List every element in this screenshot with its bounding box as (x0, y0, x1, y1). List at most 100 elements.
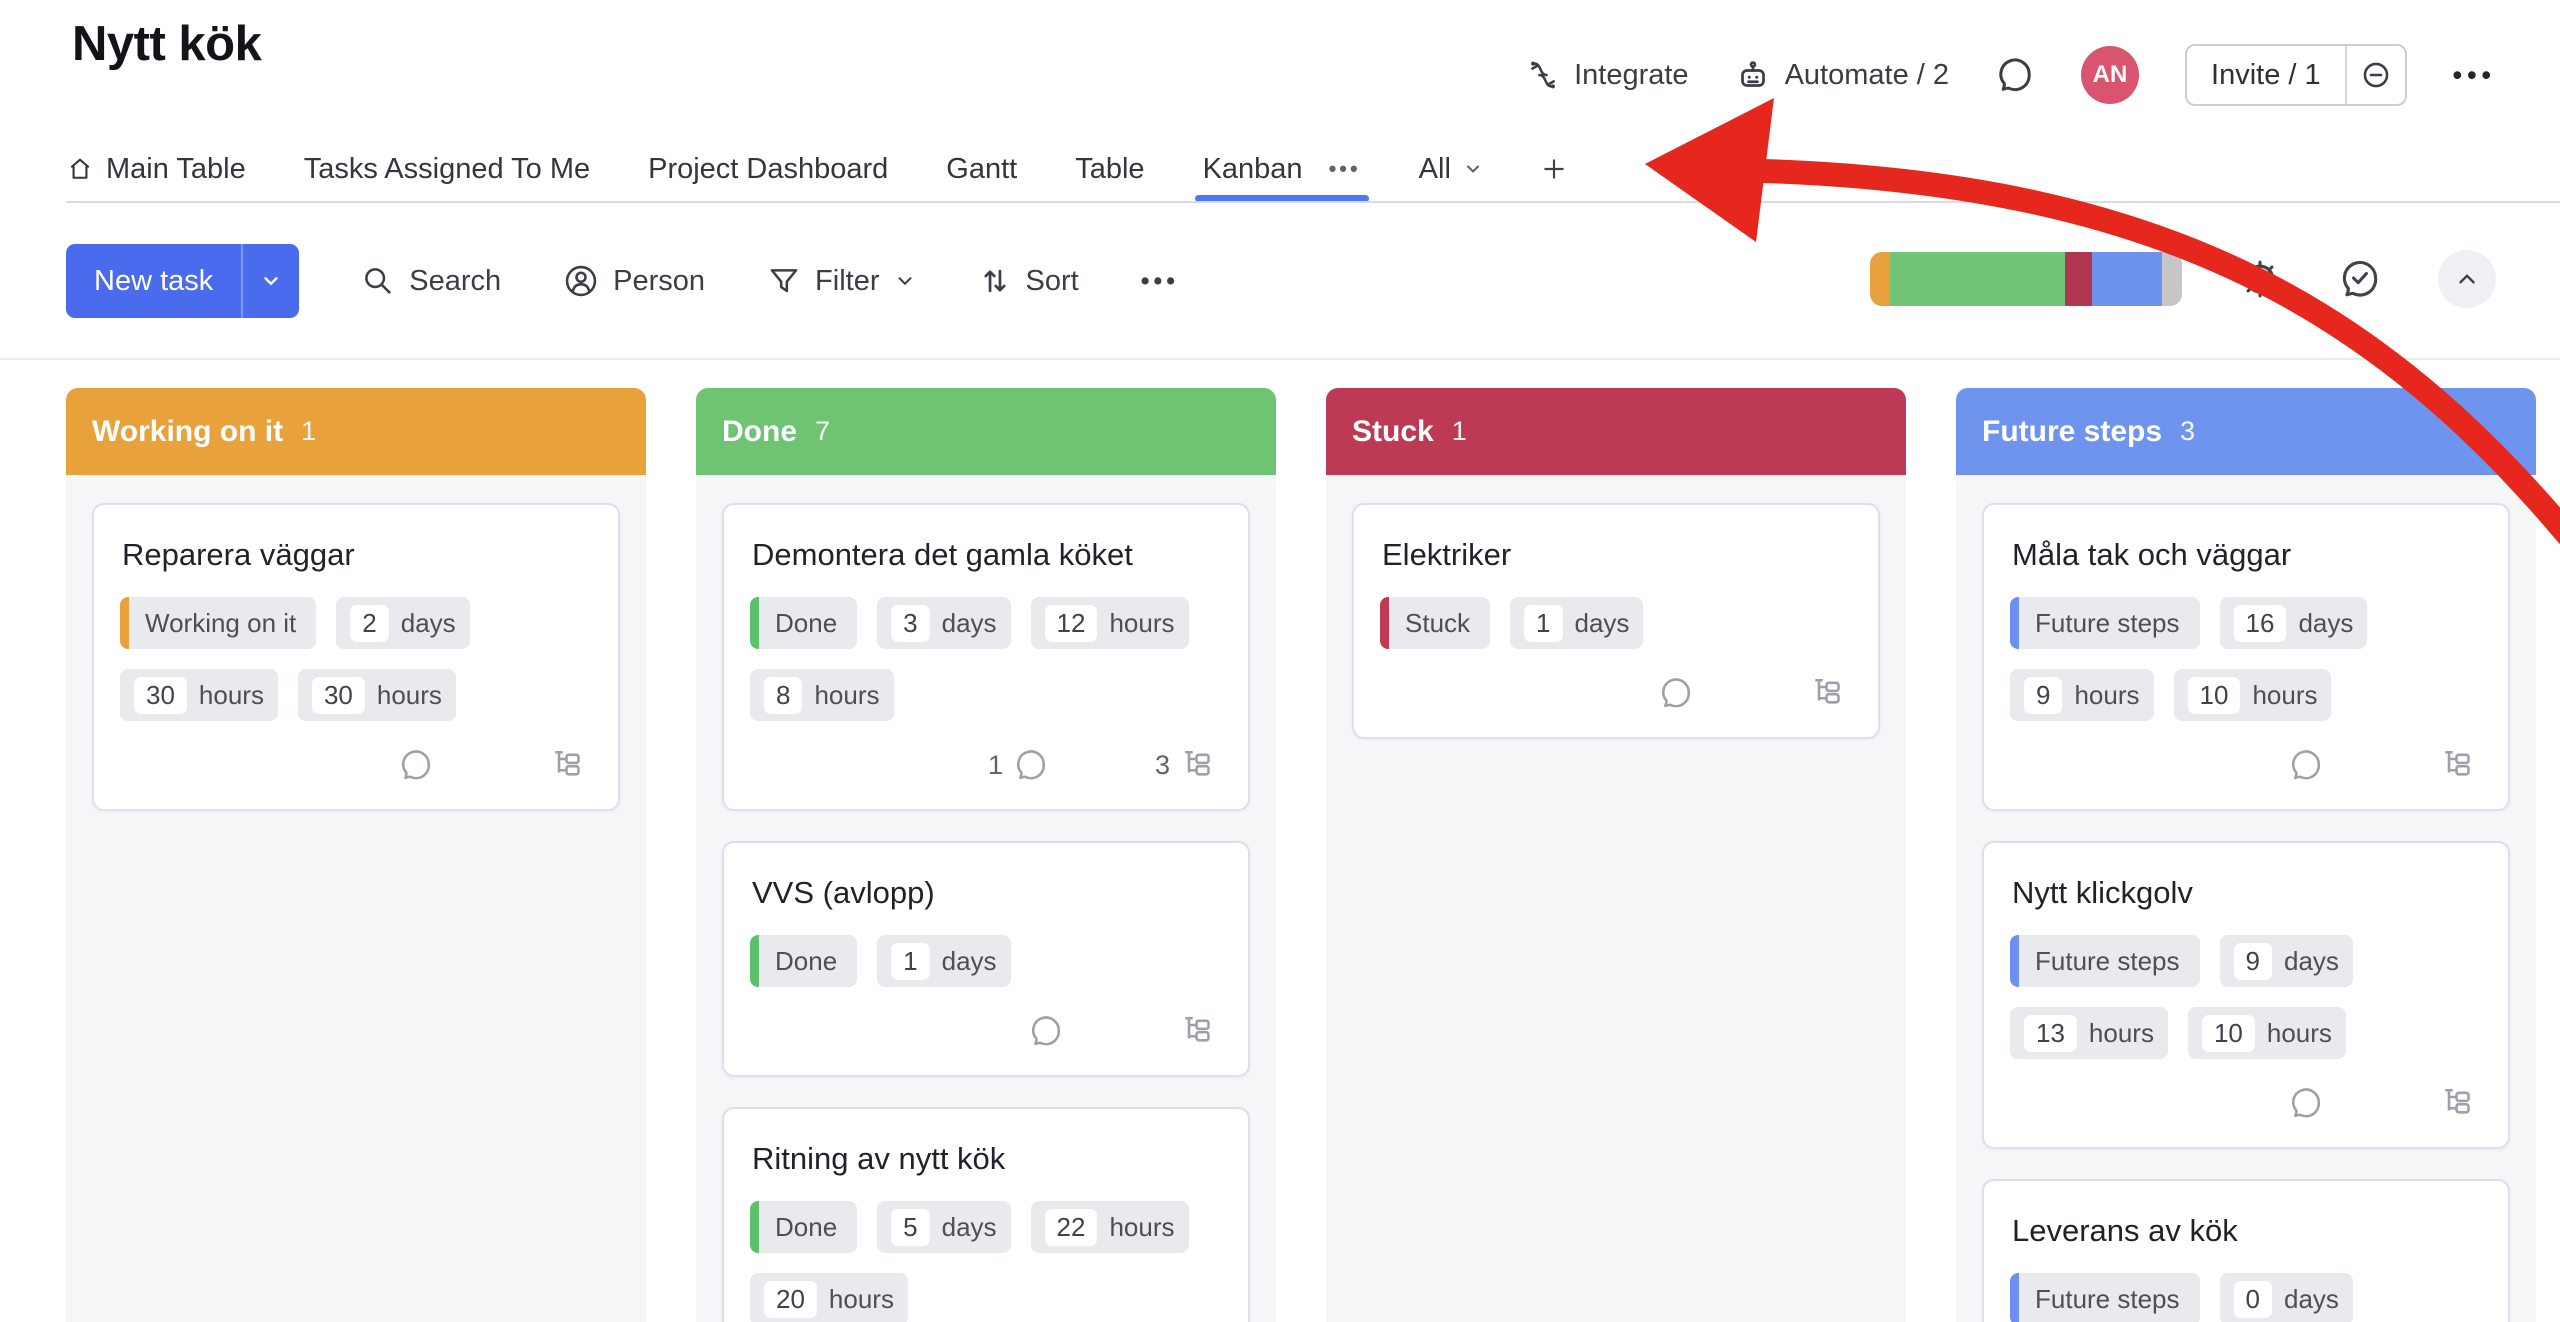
card-comments-button[interactable] (2278, 747, 2324, 783)
value-chip[interactable]: 8 hours (750, 669, 894, 721)
settings-gear-icon[interactable] (2238, 257, 2282, 301)
chat-bubble-icon[interactable] (1995, 55, 2035, 95)
active-tab-group: Kanban ••• (1194, 138, 1369, 202)
integrate-button[interactable]: Integrate (1526, 58, 1689, 92)
subitems-tree-icon (1815, 678, 1840, 704)
tab-kanban[interactable]: Kanban (1203, 138, 1303, 200)
value-chip[interactable]: 10 hours (2187, 1007, 2346, 1059)
tab-all-views[interactable]: All (1419, 138, 1483, 200)
search-button[interactable]: Search (361, 264, 501, 298)
value-chip[interactable]: 1 days (1510, 597, 1644, 649)
card-title: Demontera det gamla köket (752, 537, 1133, 572)
add-view-icon[interactable] (1541, 156, 1567, 182)
board-menu-button[interactable]: ••• (2452, 59, 2496, 90)
status-chip[interactable]: Done (750, 935, 858, 987)
active-tab-underline (1194, 195, 1369, 202)
person-filter-button[interactable]: Person (563, 263, 705, 299)
card-subitems-button[interactable] (540, 747, 586, 783)
kanban-card[interactable]: Reparera väggar Working on it 2 days 30 … (92, 503, 620, 811)
card-comments-button[interactable]: 1 (988, 747, 1049, 783)
status-chip[interactable]: Done (750, 597, 858, 649)
chevron-down-icon (1466, 165, 1479, 173)
value-chip[interactable]: 9 hours (2010, 669, 2154, 721)
kanban-card[interactable]: Demontera det gamla köket Done 3 days 12… (722, 503, 1250, 811)
status-chip[interactable]: Working on it (120, 597, 317, 649)
card-comments-button[interactable] (1648, 675, 1694, 711)
value-chip[interactable]: 22 hours (1030, 1201, 1189, 1253)
status-chip[interactable]: Future steps (2010, 597, 2200, 649)
kanban-card[interactable]: VVS (avlopp) Done 1 days (722, 841, 1250, 1077)
value-chip[interactable]: 3 days (877, 597, 1011, 649)
chip-rows: Future steps 0 days (2010, 1273, 2482, 1322)
collapse-header-button[interactable] (2438, 250, 2496, 308)
card-subitems-button[interactable] (2430, 1085, 2476, 1121)
card-footer (750, 1013, 1222, 1049)
tab-project-dashboard[interactable]: Project Dashboard (648, 138, 888, 200)
status-chip[interactable]: Done (750, 1201, 858, 1253)
value-chip[interactable]: 10 hours (2173, 669, 2332, 721)
column-count: 1 (1451, 416, 1467, 446)
column-header[interactable]: Future steps 3 (1956, 388, 2536, 475)
card-comments-button[interactable] (1018, 1013, 1064, 1049)
kanban-card[interactable]: Leverans av kök Future steps 0 days (1982, 1179, 2510, 1322)
column-count: 1 (301, 416, 317, 446)
value-chip[interactable]: 12 hours (1030, 597, 1189, 649)
feedback-check-icon[interactable] (2338, 257, 2382, 301)
status-label: Done (775, 607, 838, 638)
invite-link-section[interactable] (2347, 46, 2405, 104)
card-title: VVS (avlopp) (752, 875, 935, 910)
kanban-card[interactable]: Nytt klickgolv Future steps 9 days 13 ho… (1982, 841, 2510, 1149)
chip-number: 10 (2201, 1014, 2255, 1052)
card-comments-button[interactable] (2278, 1085, 2324, 1121)
status-chip[interactable]: Future steps (2010, 935, 2200, 987)
invite-button[interactable]: Invite / 1 (2185, 44, 2407, 106)
new-task-button[interactable]: New task (66, 244, 300, 318)
status-chip[interactable]: Stuck (1380, 597, 1491, 649)
chip-number: 30 (311, 676, 365, 714)
kanban-card[interactable]: Ritning av nytt kök Done 5 days 22 hours… (722, 1107, 1250, 1322)
avatar[interactable]: AN (2081, 46, 2140, 104)
column-header[interactable]: Working on it 1 (66, 388, 646, 475)
card-subitems-button[interactable]: 3 (1155, 747, 1216, 783)
kanban-card[interactable]: Måla tak och väggar Future steps 16 days… (1982, 503, 2510, 811)
card-comments-button[interactable] (388, 747, 434, 783)
column-header[interactable]: Done 7 (696, 388, 1276, 475)
sort-button[interactable]: Sort (978, 264, 1079, 298)
progress-segment (1870, 252, 1891, 306)
value-chip[interactable]: 9 days (2219, 935, 2353, 987)
value-chip[interactable]: 16 days (2219, 597, 2368, 649)
value-chip[interactable]: 1 days (877, 935, 1011, 987)
value-chip[interactable]: 20 hours (750, 1273, 908, 1322)
toolbar-more-button[interactable]: ••• (1140, 266, 1179, 295)
value-chip[interactable]: 30 hours (120, 669, 278, 721)
value-chip[interactable]: 30 hours (297, 669, 456, 721)
automate-label: Automate / 2 (1784, 58, 1950, 91)
filter-button[interactable]: Filter (767, 264, 915, 298)
chip-number: 10 (2187, 676, 2241, 714)
automate-button[interactable]: Automate / 2 (1735, 57, 1949, 93)
card-subitems-button[interactable] (1800, 675, 1846, 711)
comment-bubble-icon (2291, 750, 2321, 780)
status-chip[interactable]: Future steps (2010, 1273, 2200, 1322)
chip-row: Done 3 days 12 hours (750, 597, 1222, 649)
new-task-label[interactable]: New task (66, 244, 242, 318)
comment-bubble-icon (2291, 1088, 2321, 1118)
chip-row: Future steps 9 days (2010, 935, 2482, 987)
tab-main-table[interactable]: Main Table (66, 138, 246, 200)
value-chip[interactable]: 5 days (877, 1201, 1011, 1253)
tab-table[interactable]: Table (1075, 138, 1144, 200)
kanban-tab-menu[interactable]: ••• (1328, 156, 1361, 181)
board-progress-bar (1870, 252, 2182, 306)
value-chip[interactable]: 2 days (336, 597, 470, 649)
column-header[interactable]: Stuck 1 (1326, 388, 1906, 475)
kanban-card[interactable]: Elektriker Stuck 1 days (1352, 503, 1880, 739)
new-task-dropdown[interactable] (241, 244, 300, 318)
value-chip[interactable]: 0 days (2219, 1273, 2353, 1322)
sort-label: Sort (1025, 264, 1079, 297)
card-subitems-button[interactable] (2430, 747, 2476, 783)
tab-gantt[interactable]: Gantt (946, 138, 1017, 200)
value-chip[interactable]: 13 hours (2010, 1007, 2168, 1059)
tab-tasks-assigned-to-me[interactable]: Tasks Assigned To Me (304, 138, 590, 200)
card-subitems-button[interactable] (1170, 1013, 1216, 1049)
subitem-count: 3 (1154, 749, 1170, 780)
